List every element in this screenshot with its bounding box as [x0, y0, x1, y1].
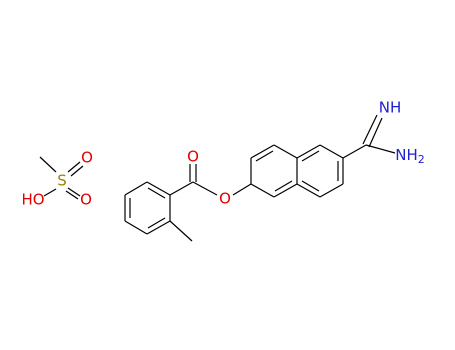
atom-label: O [219, 190, 231, 208]
atom-label: O [81, 149, 93, 167]
atom-label: O [187, 148, 199, 166]
atom-label: NH [379, 99, 402, 117]
atom-label: S [57, 172, 67, 190]
atom-labels: S O O HO O O NH NH2 [21, 99, 424, 209]
atom-label-main: NH [395, 146, 418, 164]
atom-label: O [80, 191, 92, 209]
atom-label-subscript: 2 [418, 153, 425, 166]
atom-label: NH2 [395, 146, 425, 167]
atom-label: HO [21, 191, 44, 209]
bonds [39, 114, 396, 242]
